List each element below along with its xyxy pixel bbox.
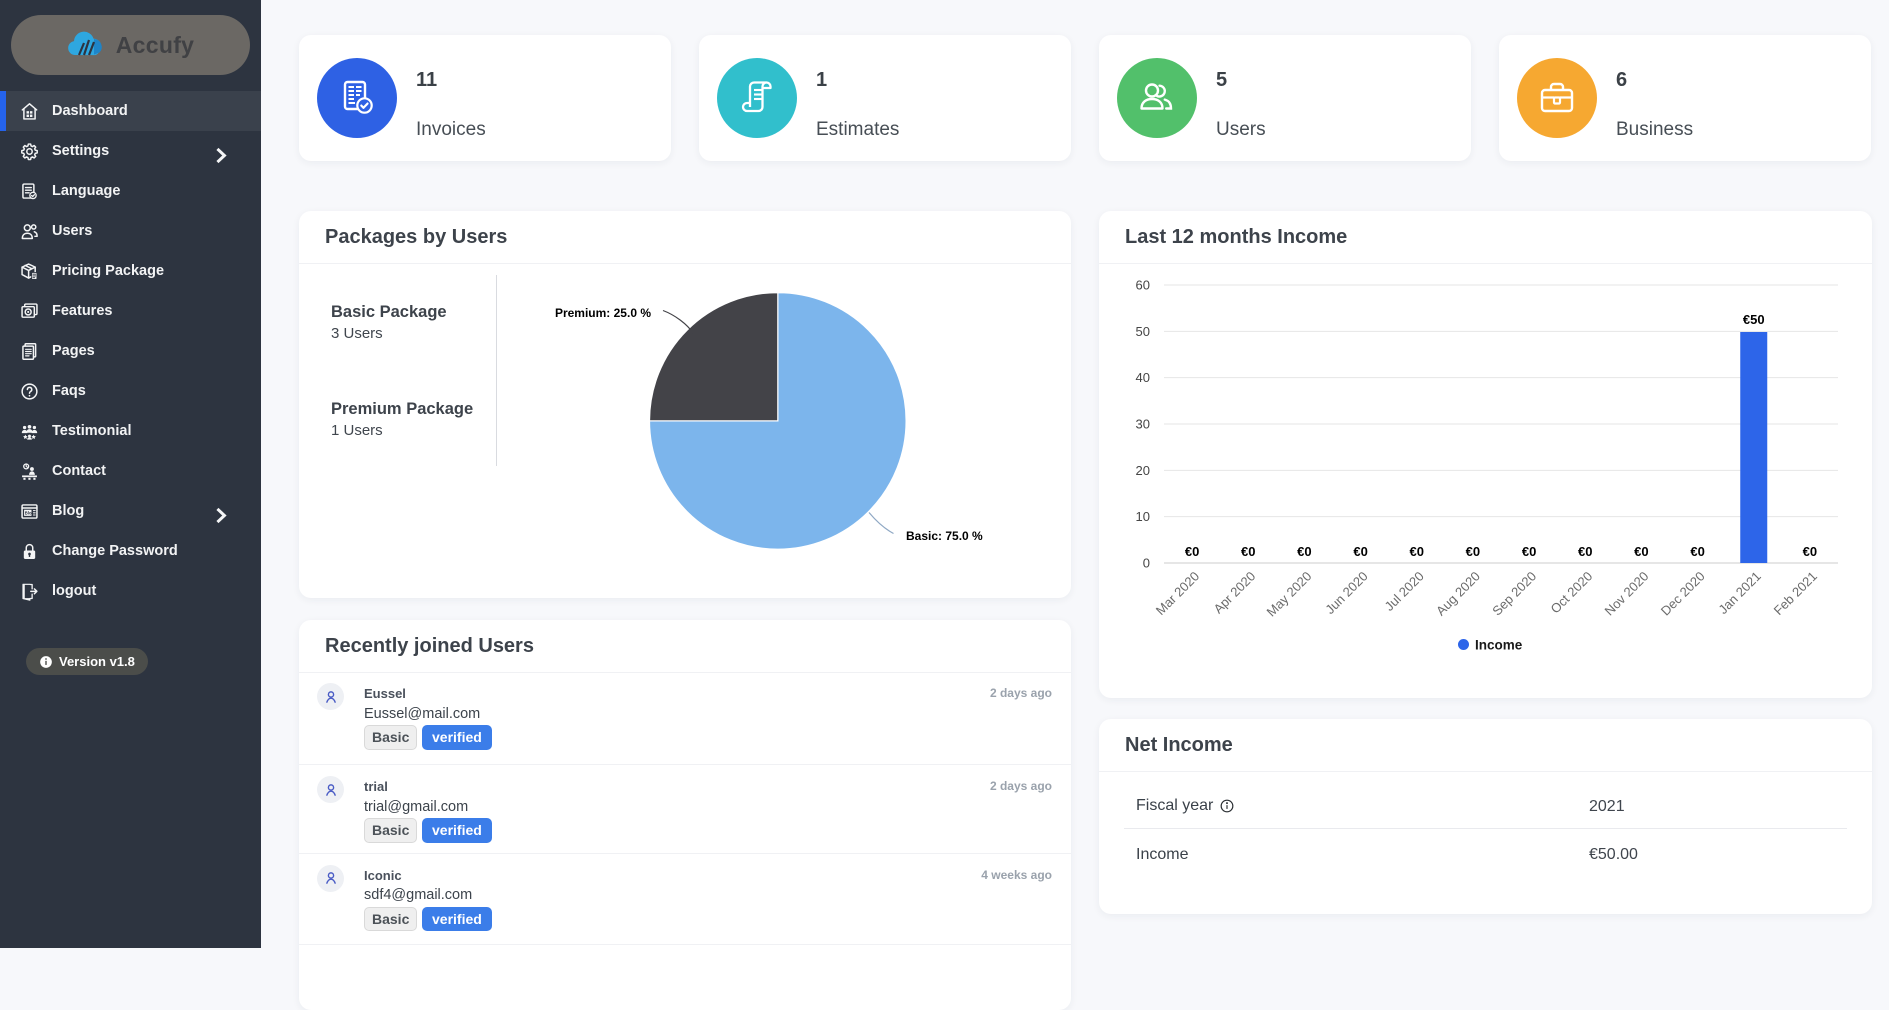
svg-text:€0: €0: [1803, 544, 1817, 559]
svg-text:60: 60: [1136, 278, 1150, 293]
svg-text:50: 50: [1136, 324, 1150, 339]
svg-text:May 2020: May 2020: [1264, 569, 1315, 620]
svg-text:40: 40: [1136, 370, 1150, 385]
svg-text:Aug 2020: Aug 2020: [1433, 569, 1483, 619]
svg-text:Jun 2020: Jun 2020: [1322, 569, 1370, 617]
svg-text:10: 10: [1136, 509, 1150, 524]
svg-text:30: 30: [1136, 417, 1150, 432]
svg-text:Oct 2020: Oct 2020: [1547, 569, 1595, 617]
svg-text:Dec 2020: Dec 2020: [1658, 569, 1708, 619]
svg-text:Blog: Blog: [25, 510, 35, 515]
svg-text:Apr 2020: Apr 2020: [1210, 569, 1258, 617]
svg-text:€50: €50: [1743, 312, 1765, 327]
svg-text:Feb 2021: Feb 2021: [1771, 569, 1820, 618]
svg-text:€0: €0: [1241, 544, 1255, 559]
svg-text:Income: Income: [1475, 638, 1523, 653]
svg-text:€0: €0: [1466, 544, 1480, 559]
svg-text:Basic: 75.0 %: Basic: 75.0 %: [906, 529, 983, 543]
svg-text:Jul 2020: Jul 2020: [1382, 569, 1427, 614]
svg-text:€0: €0: [1353, 544, 1367, 559]
svg-text:Jan 2021: Jan 2021: [1715, 569, 1763, 617]
svg-text:€0: €0: [1522, 544, 1536, 559]
svg-text:€0: €0: [1297, 544, 1311, 559]
svg-text:Sep 2020: Sep 2020: [1489, 569, 1539, 619]
svg-text:€0: €0: [1690, 544, 1704, 559]
svg-text:Mar 2020: Mar 2020: [1153, 569, 1202, 618]
svg-text:20: 20: [1136, 463, 1150, 478]
svg-text:0: 0: [1143, 556, 1150, 571]
svg-text:€0: €0: [1185, 544, 1199, 559]
svg-text:€0: €0: [1410, 544, 1424, 559]
svg-text:Premium: 25.0 %: Premium: 25.0 %: [555, 306, 651, 320]
svg-text:Nov 2020: Nov 2020: [1602, 569, 1652, 619]
svg-text:€0: €0: [1578, 544, 1592, 559]
svg-text:€0: €0: [1634, 544, 1648, 559]
